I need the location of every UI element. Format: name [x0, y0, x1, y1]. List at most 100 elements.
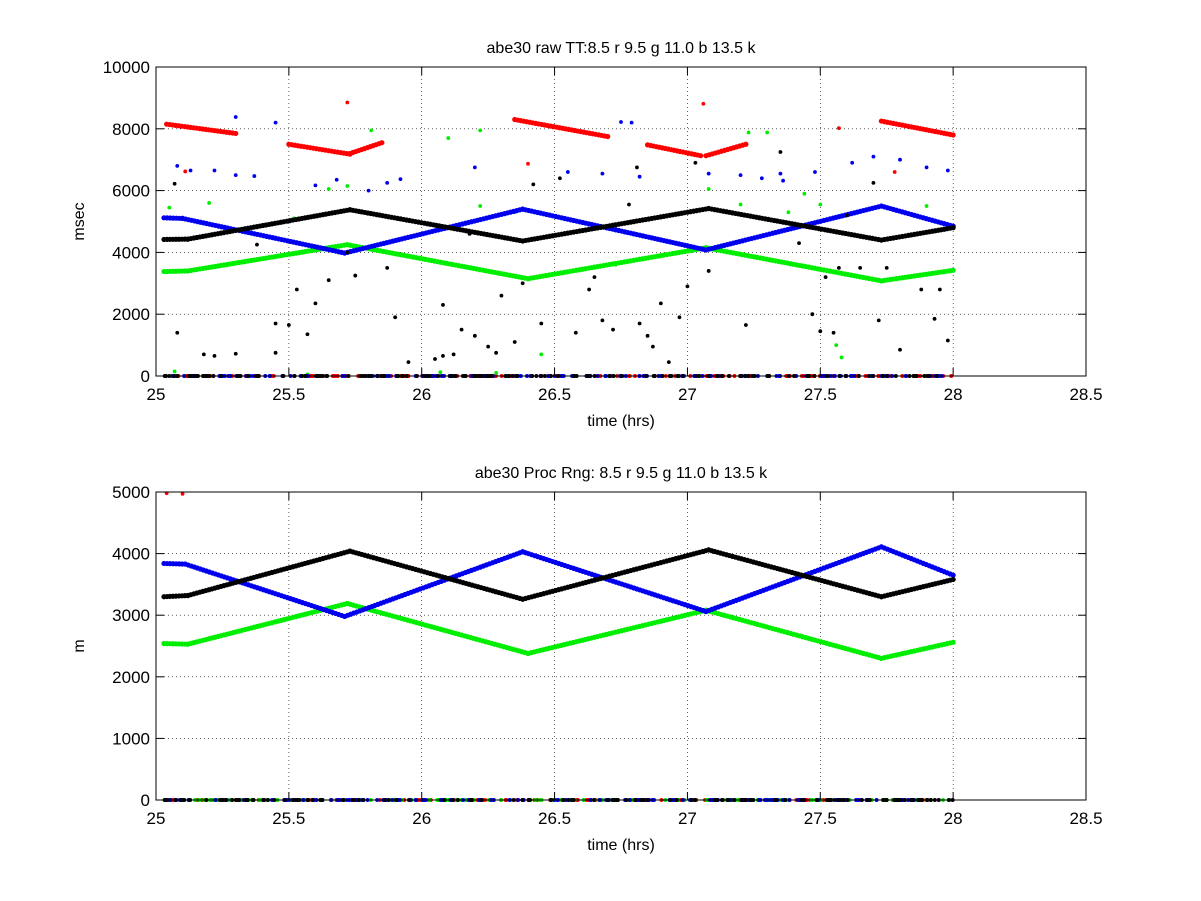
x-tick-label: 28.5	[1069, 385, 1102, 404]
data-point	[677, 315, 682, 320]
data-point	[706, 269, 711, 273]
y-tick-label: 4000	[112, 545, 150, 564]
chart-title: abe30 raw TT:8.5 r 9.5 g 11.0 b 13.5 k	[487, 40, 757, 57]
data-point	[255, 242, 259, 247]
proc-rng-panel: 25 25.5 26 26.5 27 27.5 28 28.5 0 1000 2000 3000 400…	[71, 465, 1103, 854]
data-point	[950, 267, 956, 273]
y-tick-label: 8000	[112, 120, 150, 139]
y-tick-label: 3000	[112, 606, 150, 625]
data-point	[759, 176, 764, 181]
y-tick-label: 2000	[112, 305, 150, 324]
data-point	[273, 120, 278, 125]
x-tick-label: 28.5	[1069, 809, 1102, 828]
data-point	[738, 202, 743, 207]
data-point	[892, 170, 897, 174]
x-tick-label: 27.5	[804, 809, 837, 828]
data-point	[369, 128, 374, 133]
data-point	[818, 329, 823, 334]
data-point	[898, 347, 902, 352]
data-point	[212, 168, 217, 173]
data-point	[167, 205, 172, 210]
x-tick-label: 25.5	[272, 385, 305, 404]
data-point	[294, 287, 299, 292]
data-point	[813, 170, 817, 174]
data-point	[446, 136, 451, 140]
data-point	[600, 318, 605, 323]
x-tick-label: 25	[147, 809, 166, 828]
data-point	[326, 278, 331, 283]
x-tick-label: 27.5	[804, 385, 837, 404]
data-point	[366, 188, 371, 193]
y-tick-label: 6000	[112, 182, 150, 201]
data-point	[924, 204, 929, 208]
data-point	[233, 173, 238, 178]
data-point	[876, 318, 881, 323]
data-point	[441, 354, 445, 358]
data-point	[701, 101, 706, 106]
x-tick-label: 26	[412, 385, 431, 404]
data-point	[472, 333, 477, 338]
data-point	[526, 161, 530, 166]
data-point	[472, 165, 477, 170]
data-point	[438, 370, 443, 375]
data-point	[950, 225, 956, 231]
data-point	[385, 265, 390, 270]
data-point	[839, 355, 844, 360]
data-point	[587, 287, 592, 292]
y-tick-label: 1000	[112, 729, 150, 748]
data-point	[831, 330, 836, 335]
data-point	[531, 182, 536, 187]
raw-tt-panel: 25 25.5 26 26.5 27 27.5 28 28.5 0 2000 4000 6000 800…	[71, 40, 1103, 430]
data-point	[611, 327, 615, 332]
data-point	[706, 187, 711, 191]
data-point	[738, 173, 743, 178]
data-point	[494, 371, 499, 375]
y-tick-label: 2000	[112, 668, 150, 687]
data-point	[233, 351, 238, 356]
data-point	[172, 369, 177, 374]
y-tick-label: 4000	[112, 243, 150, 262]
data-point	[637, 321, 642, 326]
data-point	[605, 133, 611, 140]
data-point	[406, 360, 411, 364]
data-point	[619, 120, 623, 124]
data-point	[786, 210, 791, 215]
data-point	[499, 293, 504, 298]
data-point	[629, 120, 634, 125]
data-point	[433, 357, 437, 361]
data-point	[212, 354, 217, 358]
data-point	[573, 330, 578, 335]
data-point	[305, 332, 310, 337]
data-point	[666, 360, 671, 364]
x-tick-label: 26.5	[538, 385, 571, 404]
data-point	[778, 150, 783, 154]
data-point	[557, 176, 562, 181]
data-point	[635, 165, 639, 170]
chart-title: abe30 Proc Rng: 8.5 r 9.5 g 11.0 b 13.5 …	[475, 465, 768, 482]
data-point	[743, 323, 748, 327]
x-tick-label: 27	[678, 385, 697, 404]
data-point	[950, 576, 956, 583]
series-2	[161, 115, 956, 378]
x-tick-label: 27	[678, 809, 697, 828]
data-point	[746, 130, 751, 135]
data-point	[467, 231, 472, 236]
data-point	[353, 273, 358, 278]
data-point	[871, 180, 876, 185]
data-point	[781, 178, 785, 183]
y-axis-label: m	[71, 639, 88, 652]
data-point	[698, 153, 704, 159]
data-point	[345, 184, 350, 188]
x-tick-label: 25	[147, 385, 166, 404]
data-point	[172, 181, 177, 186]
data-point	[451, 352, 456, 357]
x-tick-label: 26.5	[538, 809, 571, 828]
data-point	[797, 241, 801, 246]
data-point	[937, 287, 942, 292]
data-point	[645, 333, 650, 338]
data-point	[385, 180, 390, 185]
data-point	[201, 352, 206, 357]
x-tick-label: 28	[944, 385, 963, 404]
data-point	[650, 344, 655, 349]
